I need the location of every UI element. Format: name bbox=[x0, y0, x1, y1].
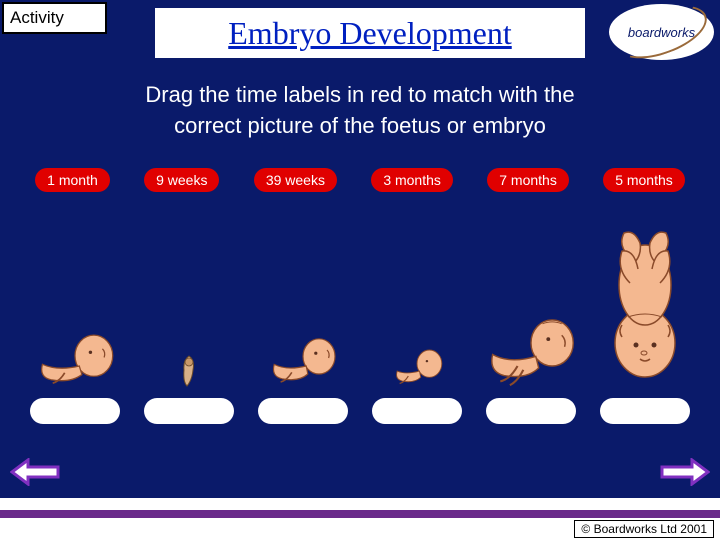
time-label-1[interactable]: 1 month bbox=[35, 168, 110, 192]
drop-slot-1[interactable] bbox=[30, 398, 120, 424]
prev-arrow-icon[interactable] bbox=[10, 458, 60, 486]
footer-bar bbox=[0, 510, 720, 518]
time-label-6[interactable]: 5 months bbox=[603, 168, 685, 192]
page-title: Embryo Development bbox=[228, 15, 511, 52]
drop-slot-2[interactable] bbox=[144, 398, 234, 424]
slots-row bbox=[0, 398, 720, 424]
instruction-line2: correct picture of the foetus or embryo bbox=[0, 111, 720, 142]
embryo-image-5 bbox=[481, 220, 581, 390]
embryo-image-4 bbox=[367, 220, 467, 390]
next-arrow-icon[interactable] bbox=[660, 458, 710, 486]
activity-label: Activity bbox=[10, 8, 64, 28]
labels-row: 1 month 9 weeks 39 weeks 3 months 7 mont… bbox=[0, 168, 720, 192]
time-label-2[interactable]: 9 weeks bbox=[144, 168, 219, 192]
logo-text: boardworks bbox=[628, 25, 695, 40]
logo: boardworks bbox=[609, 4, 714, 60]
drop-slot-3[interactable] bbox=[258, 398, 348, 424]
embryo-image-1 bbox=[25, 220, 125, 390]
title-box: Embryo Development bbox=[155, 8, 585, 58]
drop-slot-5[interactable] bbox=[486, 398, 576, 424]
time-label-5[interactable]: 7 months bbox=[487, 168, 569, 192]
footer: © Boardworks Ltd 2001 bbox=[0, 498, 720, 540]
main-area: Activity Embryo Development boardworks D… bbox=[0, 0, 720, 498]
drop-slot-4[interactable] bbox=[372, 398, 462, 424]
instruction: Drag the time labels in red to match wit… bbox=[0, 80, 720, 142]
instruction-line1: Drag the time labels in red to match wit… bbox=[0, 80, 720, 111]
time-label-4[interactable]: 3 months bbox=[371, 168, 453, 192]
images-row bbox=[0, 220, 720, 390]
drop-slot-6[interactable] bbox=[600, 398, 690, 424]
copyright: © Boardworks Ltd 2001 bbox=[574, 520, 714, 538]
embryo-image-6 bbox=[595, 220, 695, 390]
activity-label-box: Activity bbox=[2, 2, 107, 34]
embryo-image-2 bbox=[139, 220, 239, 390]
time-label-3[interactable]: 39 weeks bbox=[254, 168, 337, 192]
embryo-image-3 bbox=[253, 220, 353, 390]
